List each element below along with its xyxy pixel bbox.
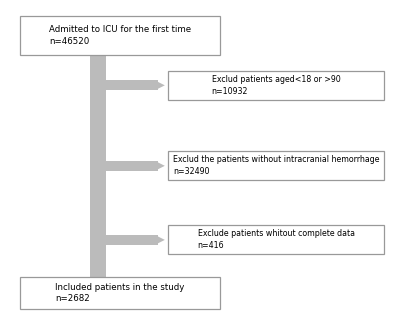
Text: Included patients in the study
n=2682: Included patients in the study n=2682 [55, 283, 185, 303]
FancyBboxPatch shape [168, 225, 384, 254]
Text: Exclud patients aged<18 or >90
n=10932: Exclud patients aged<18 or >90 n=10932 [212, 75, 340, 96]
Bar [90, 235, 158, 245]
FancyBboxPatch shape [20, 16, 220, 55]
Text: Exclud the patients without intracranial hemorrhage
n=32490: Exclud the patients without intracranial… [173, 156, 379, 176]
Bar [90, 55, 106, 277]
FancyBboxPatch shape [168, 151, 384, 180]
Text: Exclude patients whitout complete data
n=416: Exclude patients whitout complete data n… [198, 230, 354, 250]
Text: Admitted to ICU for the first time
n=46520: Admitted to ICU for the first time n=465… [49, 25, 191, 46]
Bar [90, 80, 158, 90]
Bar [90, 161, 158, 171]
FancyBboxPatch shape [20, 277, 220, 309]
FancyBboxPatch shape [168, 71, 384, 100]
